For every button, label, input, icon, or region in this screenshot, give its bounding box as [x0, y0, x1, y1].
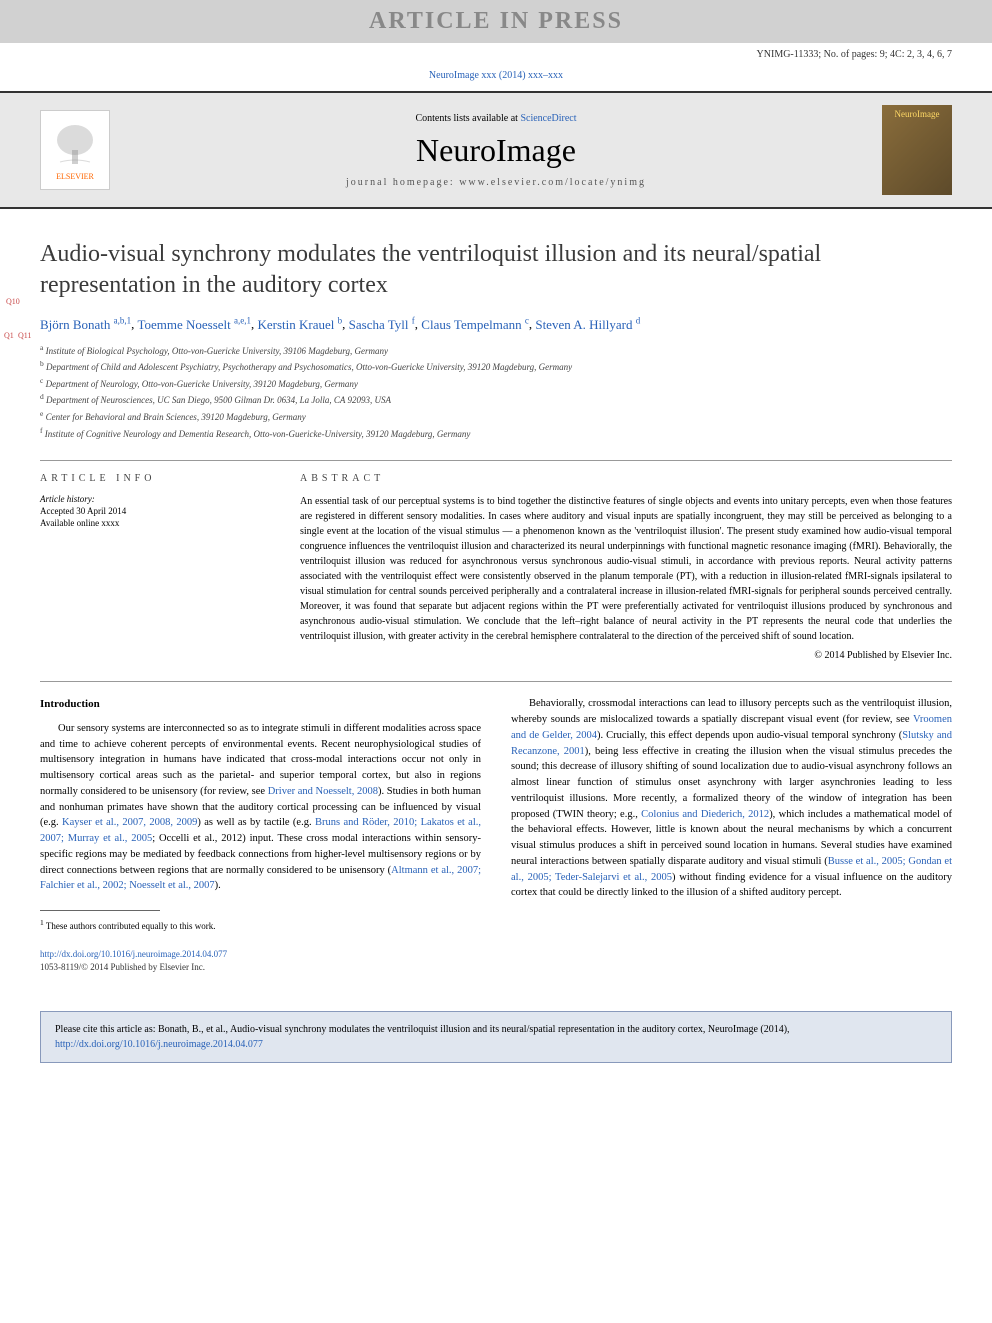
body-section: Introduction Our sensory systems are int…	[40, 681, 952, 974]
journal-homepage: journal homepage: www.elsevier.com/locat…	[110, 177, 882, 188]
article-info-col: ARTICLE INFO Article history: Accepted 3…	[40, 473, 260, 661]
journal-title: NeuroImage	[110, 132, 882, 169]
elsevier-tree-icon	[50, 120, 100, 170]
author-sup-1: a,e,1	[234, 315, 251, 325]
journal-cover-thumb: NeuroImage	[882, 105, 952, 195]
authors-line: Björn Bonath a,b,1, Toemme Noesselt a,e,…	[40, 315, 952, 332]
author-3: Sascha Tyll f	[349, 317, 415, 332]
affiliation-b: b Department of Child and Adolescent Psy…	[40, 359, 952, 374]
author-link-2[interactable]: Kerstin Krauel	[258, 317, 335, 332]
author-4: Claus Tempelmann c	[421, 317, 529, 332]
author-sup-0: a,b,1	[114, 315, 132, 325]
issn-copyright: 1053-8119/© 2014 Published by Elsevier I…	[40, 961, 481, 975]
history-label: Article history:	[40, 494, 260, 504]
sciencedirect-link[interactable]: ScienceDirect	[520, 113, 576, 124]
author-link-1[interactable]: Toemme Noesselt	[137, 317, 230, 332]
affiliation-f: f Institute of Cognitive Neurology and D…	[40, 426, 952, 441]
col2-paragraph: Behaviorally, crossmodal interactions ca…	[511, 696, 952, 901]
affiliation-d: d Department of Neurosciences, UC San Di…	[40, 392, 952, 407]
article-in-press-banner: ARTICLE IN PRESS	[0, 0, 992, 43]
ref-kayser[interactable]: Kayser et al., 2007, 2008, 2009	[62, 817, 197, 828]
body-column-right: Behaviorally, crossmodal interactions ca…	[511, 696, 952, 974]
main-content: Q10 Q1 Q11 Audio-visual synchrony modula…	[0, 209, 992, 995]
journal-header: ELSEVIER Contents lists available at Sci…	[0, 91, 992, 209]
affiliation-e: e Center for Behavioral and Brain Scienc…	[40, 409, 952, 424]
affiliation-c: c Department of Neurology, Otto-von-Guer…	[40, 376, 952, 391]
author-0: Björn Bonath a,b,1	[40, 317, 131, 332]
author-link-3[interactable]: Sascha Tyll	[349, 317, 409, 332]
citation-partial: NeuroImage xxx (2014) xxx–xxx	[0, 66, 992, 91]
author-sup-5: d	[636, 315, 641, 325]
contents-prefix: Contents lists available at	[415, 113, 520, 124]
author-5: Steven A. Hillyard d	[535, 317, 640, 332]
ref-colonius[interactable]: Colonius and Diederich, 2012	[641, 809, 769, 820]
author-sup-4: c	[525, 315, 529, 325]
query-q10: Q10	[6, 297, 20, 306]
cite-text: Please cite this article as: Bonath, B.,…	[55, 1024, 790, 1035]
footnote-separator	[40, 910, 160, 911]
article-info-header: ARTICLE INFO	[40, 473, 260, 484]
footnote-equal-contrib: 1 These authors contributed equally to t…	[40, 917, 481, 934]
abstract-col: ABSTRACT An essential task of our percep…	[300, 473, 952, 661]
journal-center: Contents lists available at ScienceDirec…	[110, 113, 882, 188]
elsevier-label: ELSEVIER	[56, 172, 94, 181]
cite-doi-link[interactable]: http://dx.doi.org/10.1016/j.neuroimage.2…	[55, 1039, 263, 1050]
abstract-copyright: © 2014 Published by Elsevier Inc.	[300, 650, 952, 661]
body-column-left: Introduction Our sensory systems are int…	[40, 696, 481, 974]
author-1: Toemme Noesselt a,e,1	[137, 317, 251, 332]
author-link-4[interactable]: Claus Tempelmann	[421, 317, 521, 332]
elsevier-logo: ELSEVIER	[40, 110, 110, 190]
query-q1: Q1	[4, 331, 14, 340]
article-title: Audio-visual synchrony modulates the ven…	[40, 239, 952, 301]
intro-heading: Introduction	[40, 696, 481, 713]
header-reference: YNIMG-11333; No. of pages: 9; 4C: 2, 3, …	[0, 43, 992, 66]
intro-paragraph: Our sensory systems are interconnected s…	[40, 721, 481, 894]
abstract-text: An essential task of our perceptual syst…	[300, 494, 952, 644]
abstract-header: ABSTRACT	[300, 473, 952, 484]
author-sup-3: f	[412, 315, 415, 325]
author-sup-2: b	[338, 315, 343, 325]
article-info-row: ARTICLE INFO Article history: Accepted 3…	[40, 460, 952, 661]
ref-driver-noesselt[interactable]: Driver and Noesselt, 2008	[268, 786, 378, 797]
affiliation-a: a Institute of Biological Psychology, Ot…	[40, 343, 952, 358]
author-link-0[interactable]: Björn Bonath	[40, 317, 110, 332]
author-link-5[interactable]: Steven A. Hillyard	[535, 317, 632, 332]
please-cite-box: Please cite this article as: Bonath, B.,…	[40, 1011, 952, 1063]
history-accepted: Accepted 30 April 2014	[40, 506, 260, 516]
query-q11: Q11	[18, 331, 31, 340]
contents-list-line: Contents lists available at ScienceDirec…	[110, 113, 882, 124]
author-2: Kerstin Krauel b	[258, 317, 343, 332]
history-online: Available online xxxx	[40, 518, 260, 528]
affiliations: a Institute of Biological Psychology, Ot…	[40, 343, 952, 441]
doi-link[interactable]: http://dx.doi.org/10.1016/j.neuroimage.2…	[40, 948, 481, 962]
